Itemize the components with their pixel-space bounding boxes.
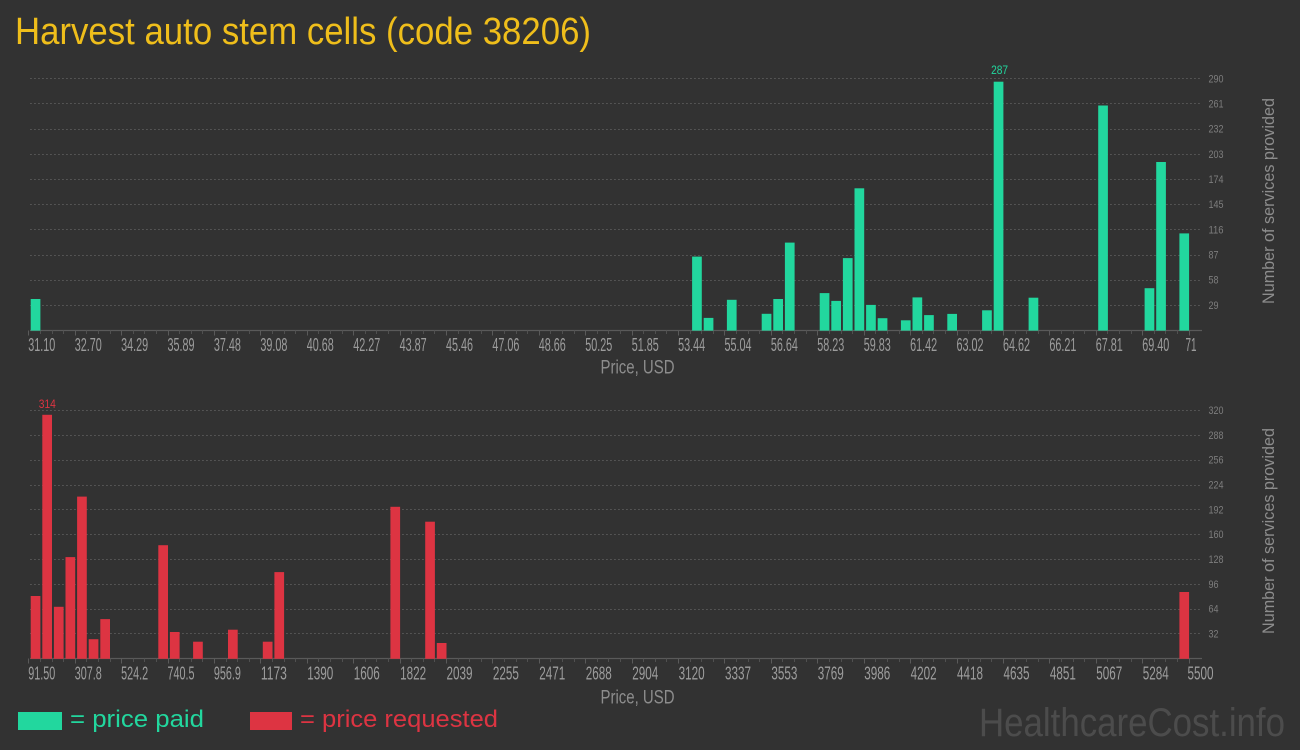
svg-text:= price paid: = price paid (70, 706, 204, 733)
svg-text:87: 87 (1209, 250, 1219, 262)
svg-text:145: 145 (1209, 199, 1224, 211)
svg-text:55.04: 55.04 (725, 335, 752, 355)
svg-text:1606: 1606 (354, 663, 380, 683)
svg-text:Number of services provided: Number of services provided (1260, 428, 1278, 634)
svg-text:69.40: 69.40 (1142, 335, 1169, 355)
svg-text:256: 256 (1209, 455, 1224, 467)
svg-text:3120: 3120 (679, 663, 705, 683)
svg-text:232: 232 (1209, 124, 1224, 136)
svg-text:2471: 2471 (539, 663, 565, 683)
svg-text:96: 96 (1209, 579, 1219, 591)
svg-text:Harvest auto stem cells (code: Harvest auto stem cells (code 38206) (15, 11, 591, 53)
svg-text:740.5: 740.5 (168, 663, 195, 683)
svg-text:66.21: 66.21 (1049, 335, 1076, 355)
svg-text:4851: 4851 (1050, 663, 1076, 683)
svg-text:174: 174 (1209, 174, 1224, 186)
svg-text:128: 128 (1209, 554, 1224, 566)
svg-text:1173: 1173 (261, 663, 287, 683)
svg-text:3553: 3553 (771, 663, 797, 683)
svg-text:1822: 1822 (400, 663, 426, 683)
svg-text:29: 29 (1209, 300, 1219, 312)
svg-text:1390: 1390 (307, 663, 333, 683)
svg-text:203: 203 (1209, 149, 1224, 161)
svg-text:56.64: 56.64 (771, 335, 798, 355)
svg-text:35.89: 35.89 (168, 335, 195, 355)
svg-text:HealthcareCost.info: HealthcareCost.info (979, 701, 1285, 745)
svg-text:64: 64 (1209, 604, 1219, 616)
svg-text:50.25: 50.25 (585, 335, 612, 355)
svg-text:47.06: 47.06 (492, 335, 519, 355)
svg-text:58.23: 58.23 (817, 335, 844, 355)
svg-text:314: 314 (39, 399, 57, 411)
svg-text:2039: 2039 (447, 663, 473, 683)
svg-text:3337: 3337 (725, 663, 751, 683)
svg-text:224: 224 (1209, 480, 1224, 492)
svg-text:59.83: 59.83 (864, 335, 891, 355)
svg-text:290: 290 (1209, 73, 1224, 85)
svg-text:63.02: 63.02 (957, 335, 984, 355)
svg-text:61.42: 61.42 (910, 335, 937, 355)
svg-text:32.70: 32.70 (75, 335, 102, 355)
svg-text:71: 71 (1186, 335, 1197, 355)
svg-text:4202: 4202 (911, 663, 937, 683)
svg-text:288: 288 (1209, 430, 1224, 442)
svg-text:956.9: 956.9 (214, 663, 241, 683)
svg-text:67.81: 67.81 (1096, 335, 1123, 355)
svg-text:287: 287 (991, 65, 1008, 77)
svg-text:4635: 4635 (1004, 663, 1030, 683)
svg-text:192: 192 (1209, 504, 1224, 516)
svg-text:= price requested: = price requested (300, 706, 498, 733)
svg-text:42.27: 42.27 (353, 335, 380, 355)
svg-text:4418: 4418 (957, 663, 983, 683)
svg-text:Price, USD: Price, USD (601, 358, 675, 379)
svg-text:32: 32 (1209, 629, 1219, 641)
svg-text:261: 261 (1209, 99, 1224, 111)
svg-text:5500: 5500 (1188, 663, 1214, 683)
svg-text:48.66: 48.66 (539, 335, 566, 355)
svg-text:320: 320 (1209, 405, 1224, 417)
svg-text:160: 160 (1209, 529, 1224, 541)
svg-text:51.85: 51.85 (632, 335, 659, 355)
svg-text:64.62: 64.62 (1003, 335, 1030, 355)
svg-text:116: 116 (1209, 224, 1224, 236)
svg-text:91.50: 91.50 (28, 663, 55, 683)
svg-text:40.68: 40.68 (307, 335, 334, 355)
svg-text:524.2: 524.2 (121, 663, 148, 683)
svg-text:3769: 3769 (818, 663, 844, 683)
svg-text:34.29: 34.29 (121, 335, 148, 355)
svg-text:3986: 3986 (864, 663, 890, 683)
svg-text:2688: 2688 (586, 663, 612, 683)
svg-text:Number of services provided: Number of services provided (1260, 98, 1278, 304)
svg-text:45.46: 45.46 (446, 335, 473, 355)
svg-text:53.44: 53.44 (678, 335, 705, 355)
svg-text:2904: 2904 (632, 663, 658, 683)
svg-text:307.8: 307.8 (75, 663, 102, 683)
svg-text:2255: 2255 (493, 663, 519, 683)
svg-text:43.87: 43.87 (400, 335, 427, 355)
svg-text:5284: 5284 (1143, 663, 1169, 683)
svg-text:5067: 5067 (1096, 663, 1122, 683)
svg-text:37.48: 37.48 (214, 335, 241, 355)
svg-text:39.08: 39.08 (260, 335, 287, 355)
svg-text:31.10: 31.10 (28, 335, 55, 355)
svg-text:58: 58 (1209, 275, 1219, 287)
svg-text:Price, USD: Price, USD (601, 688, 675, 709)
